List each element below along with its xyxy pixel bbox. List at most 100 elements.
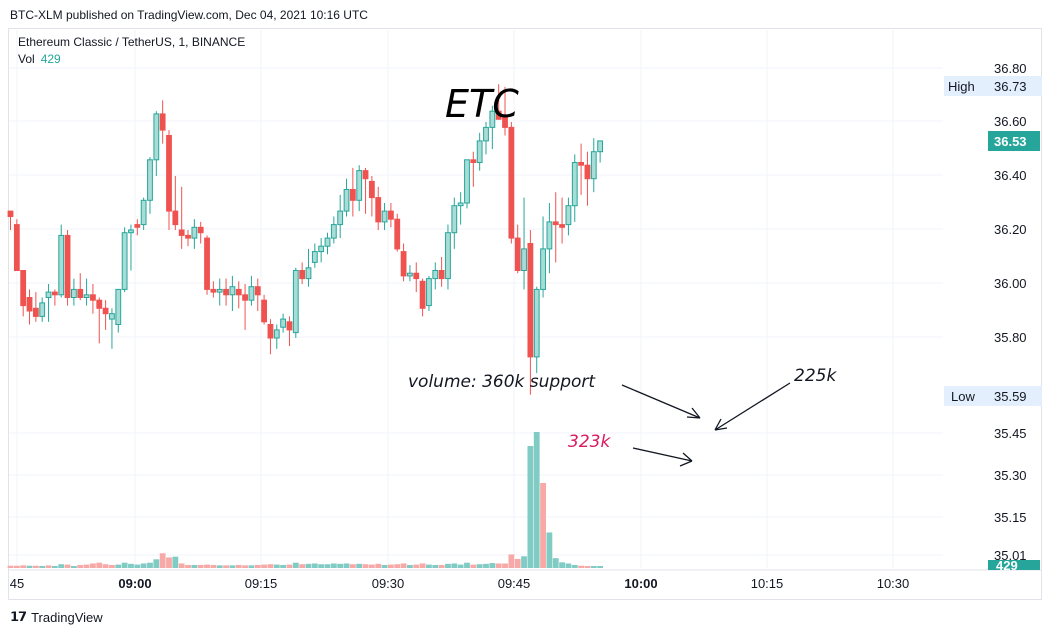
- candle: [483, 122, 489, 155]
- volume-bar: [178, 563, 185, 568]
- volume-bar: [185, 564, 191, 568]
- volume-bar: [419, 563, 426, 568]
- volume-bar: [584, 566, 591, 568]
- volume-bar: [464, 562, 470, 568]
- volume-bar: [597, 566, 604, 568]
- low-tag: Low 35.59: [944, 386, 1042, 406]
- volume-bar: [426, 564, 432, 568]
- high-tag-value: 36.73: [994, 79, 1027, 94]
- volume-bar: [58, 564, 65, 568]
- high-tag-label: High: [948, 79, 975, 94]
- candle: [45, 284, 52, 322]
- price-tick-label: 36.40: [994, 168, 1027, 183]
- volume-bar: [521, 556, 527, 568]
- volume-bar: [552, 558, 559, 568]
- volume-legend-value: 429: [40, 52, 61, 66]
- candle: [362, 167, 369, 214]
- candle: [394, 213, 401, 252]
- low-tag-value: 35.59: [994, 389, 1027, 404]
- candle: [495, 84, 502, 120]
- candle: [337, 194, 344, 239]
- volume-bar: [197, 564, 204, 568]
- left-annotation: 323k: [568, 432, 611, 452]
- time-tick-label: 09:45: [498, 576, 531, 591]
- price-tick-label: 36.60: [994, 114, 1027, 129]
- price-tick-label: 36.80: [994, 61, 1027, 76]
- volume-bar: [134, 564, 141, 568]
- candle: [223, 278, 229, 306]
- candle: [96, 297, 103, 344]
- volume-bar: [533, 432, 540, 568]
- candle: [147, 157, 153, 214]
- last-volume-tag: 429: [988, 558, 1040, 573]
- candle: [216, 278, 223, 306]
- footer-brand[interactable]: 𝟭𝟳 TradingView: [10, 609, 103, 625]
- volume-legend: Vol 429: [18, 52, 61, 66]
- candle: [102, 300, 109, 330]
- candle: [261, 294, 268, 325]
- candle: [318, 238, 325, 263]
- volume-bar: [388, 564, 394, 568]
- candle: [407, 265, 413, 282]
- volume-bar: [210, 564, 217, 568]
- last-price-value: 36.53: [994, 134, 1027, 149]
- price-tick-label: 35.45: [994, 426, 1027, 441]
- candle: [584, 151, 591, 206]
- candle: [242, 284, 248, 330]
- candle: [134, 219, 141, 236]
- volume-bar: [7, 565, 14, 568]
- candle: [210, 281, 217, 298]
- volume-bar: [96, 562, 103, 568]
- candle: [153, 111, 160, 176]
- candle: [324, 232, 331, 255]
- candle: [159, 100, 166, 144]
- volume-bar: [77, 564, 84, 568]
- volume-bar: [508, 554, 515, 568]
- volume-bar: [324, 564, 331, 568]
- candle: [426, 275, 432, 311]
- volume-bar: [489, 563, 496, 568]
- candle: [311, 243, 318, 268]
- price-tick-label: 36.20: [994, 222, 1027, 237]
- candle: [546, 203, 553, 274]
- candle: [457, 192, 464, 225]
- volume-bar: [311, 563, 318, 568]
- candle: [109, 308, 115, 349]
- candle: [71, 278, 77, 306]
- publish-caption: BTC-XLM published on TradingView.com, De…: [10, 8, 368, 22]
- volume-bar: [349, 564, 356, 568]
- support-annotation: volume: 360k support: [408, 372, 596, 392]
- candle: [204, 235, 210, 295]
- volume-bar: [590, 566, 597, 568]
- candle: [502, 86, 508, 136]
- volume-bar: [248, 565, 255, 568]
- low-tag-label: Low: [951, 389, 975, 404]
- candle: [571, 154, 578, 222]
- candle: [578, 143, 585, 195]
- candle: [381, 203, 388, 230]
- candle: [521, 197, 527, 290]
- candle: [286, 316, 293, 347]
- volume-bar: [39, 566, 46, 568]
- volume-bar: [559, 562, 565, 568]
- candle: [58, 224, 65, 298]
- price-tags: High 36.73 Low 35.59 36.53 429: [944, 76, 1042, 573]
- time-tick-label: 09:30: [372, 576, 405, 591]
- time-tick-label: 10:30: [877, 576, 910, 591]
- volume-bar: [438, 564, 445, 568]
- candle: [464, 159, 470, 209]
- volume-bar: [172, 556, 179, 568]
- volume-bar: [540, 483, 546, 568]
- price-tick-label: 35.30: [994, 468, 1027, 483]
- volume-bar: [159, 553, 166, 568]
- tradingview-logo-icon: 𝟭𝟳: [10, 609, 27, 624]
- volume-bar: [273, 564, 280, 568]
- volume-bar: [343, 563, 350, 568]
- candle: [292, 267, 299, 338]
- volume-bar: [495, 563, 502, 568]
- volume-bar: [578, 565, 584, 568]
- volume-bar: [128, 563, 134, 568]
- candle: [77, 273, 84, 301]
- annotations: volume: 360k support 225k 323k: [408, 366, 837, 467]
